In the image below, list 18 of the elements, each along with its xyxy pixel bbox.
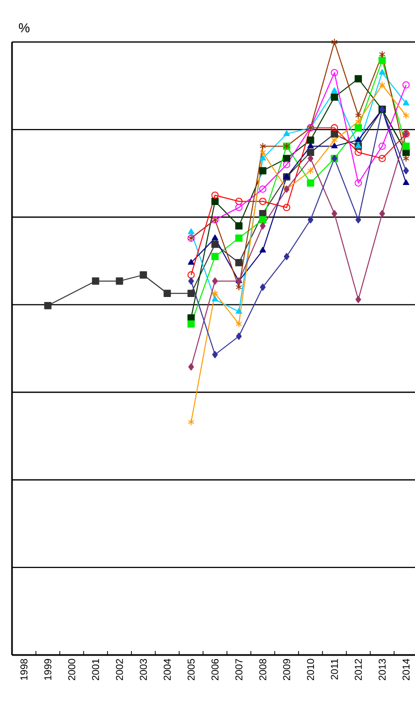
x-tick-label: 2010 — [307, 658, 314, 680]
x-tick-label: 2002 — [116, 659, 123, 680]
x-tick-label: 1998 — [20, 658, 28, 680]
x-tick-label: 2007 — [235, 659, 242, 680]
x-tick-label: 2004 — [164, 658, 171, 680]
x-tick-label: 2013 — [378, 658, 386, 680]
y-axis-title: % — [18, 23, 30, 32]
x-tick-label: 2003 — [140, 658, 147, 680]
x-tick-label: 2014 — [402, 658, 410, 680]
x-tick-label: 2008 — [259, 658, 266, 680]
x-tick-label: 2001 — [92, 659, 100, 680]
x-tick-label: 2012 — [354, 659, 362, 680]
x-tick-label: 2009 — [283, 658, 290, 680]
x-tick-label: 2006 — [211, 658, 219, 680]
x-tick-label: 2011 — [330, 659, 338, 680]
x-tick-label: 1999 — [44, 658, 52, 680]
x-tick-label: 2005 — [188, 658, 195, 680]
x-tick-label: 2000 — [68, 658, 76, 680]
